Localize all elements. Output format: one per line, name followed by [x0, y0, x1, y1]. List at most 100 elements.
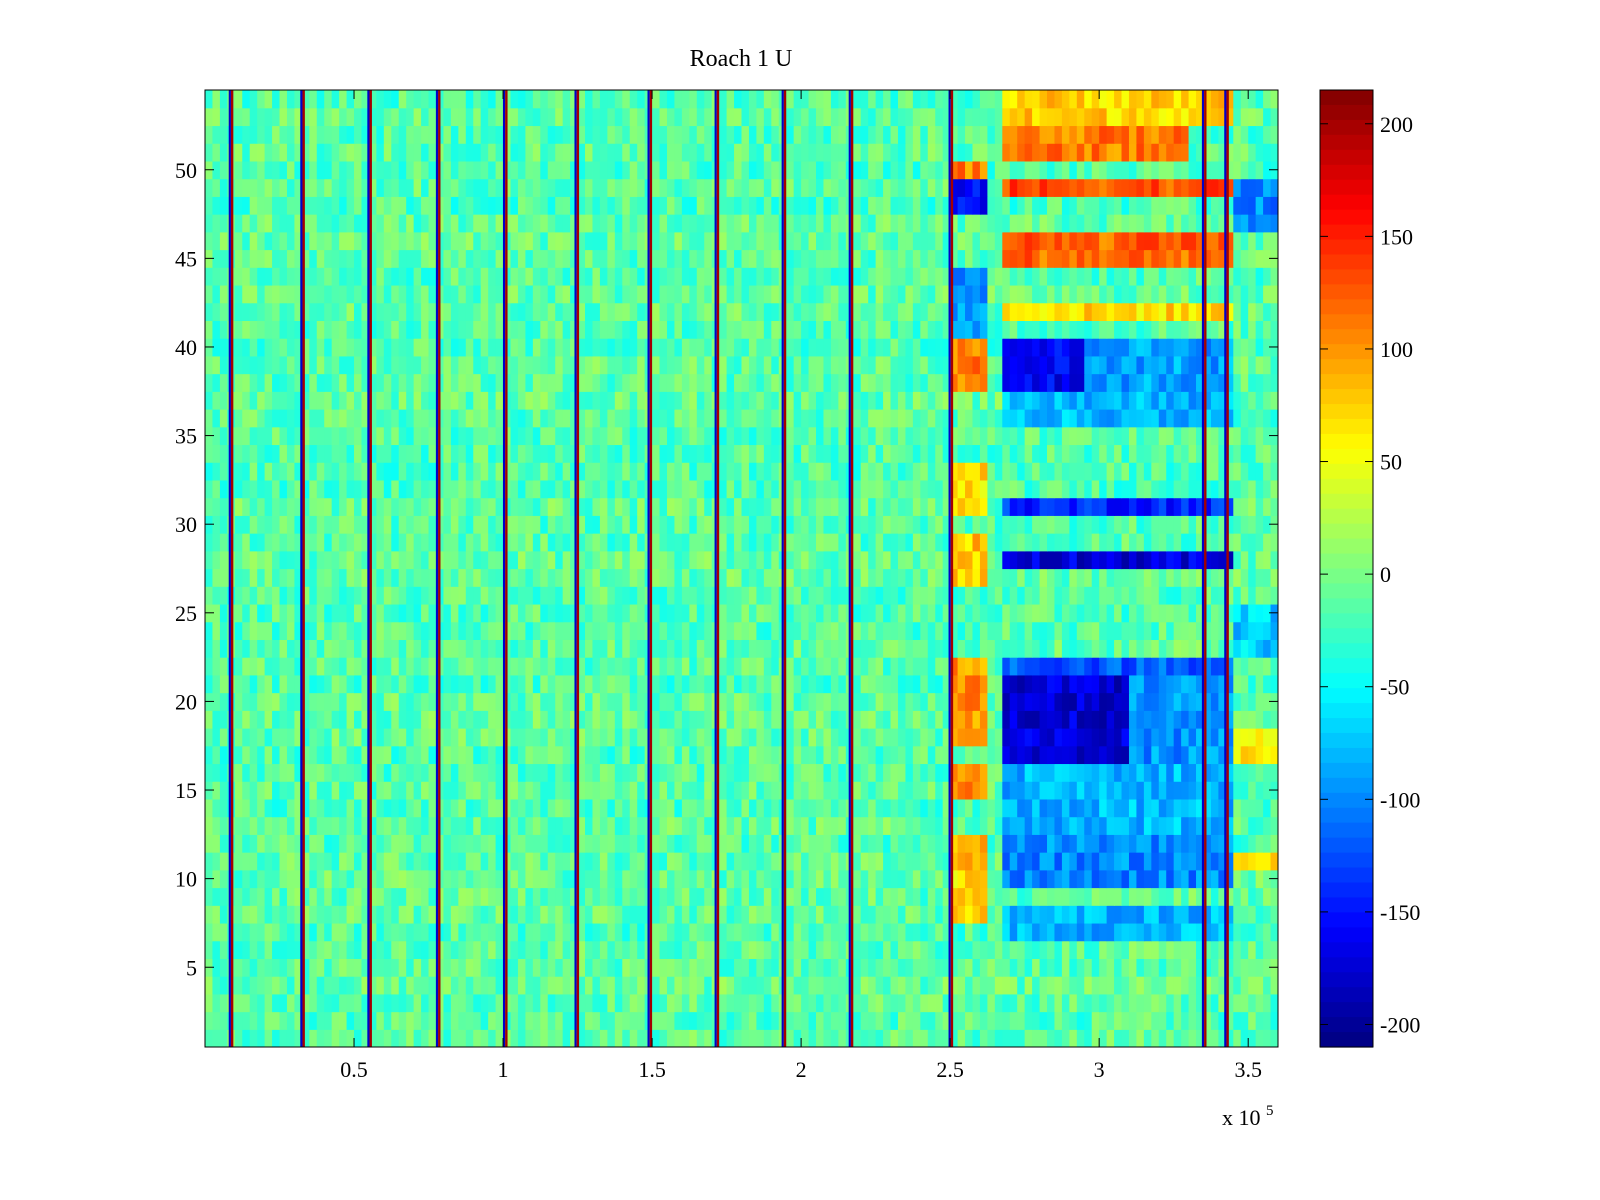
heatmap-cell	[741, 462, 750, 481]
heatmap-cell	[361, 976, 370, 995]
heatmap-cell	[890, 1029, 899, 1047]
heatmap-cell	[1054, 497, 1063, 516]
heatmap-cell	[674, 834, 683, 853]
heatmap-cell	[748, 922, 757, 942]
heatmap-cell	[257, 834, 266, 853]
heatmap-cell	[935, 621, 944, 640]
heatmap-cell	[219, 940, 228, 959]
heatmap-cell	[1047, 621, 1056, 640]
heatmap-cell	[748, 781, 757, 800]
heatmap-cell	[555, 728, 564, 747]
heatmap-cell	[413, 816, 422, 835]
heatmap-cell	[748, 798, 757, 818]
heatmap-cell	[748, 1011, 757, 1030]
heatmap-cell	[614, 887, 623, 906]
heatmap-cell	[1069, 444, 1078, 463]
heatmap-cell	[480, 550, 489, 570]
heatmap-cell	[652, 621, 661, 640]
heatmap-cell	[1225, 940, 1234, 959]
heatmap-cell	[734, 993, 743, 1013]
heatmap-cell	[994, 586, 1003, 605]
heatmap-cell	[234, 852, 243, 871]
heatmap-cell	[771, 479, 780, 499]
heatmap-cell	[607, 444, 616, 463]
heatmap-cell	[696, 798, 705, 818]
heatmap-cell	[354, 887, 363, 906]
heatmap-cell	[599, 550, 608, 570]
heatmap-cell	[972, 692, 981, 711]
heatmap-cell	[763, 798, 772, 818]
heatmap-cell	[868, 1011, 877, 1030]
heatmap-cell	[905, 533, 914, 552]
heatmap-cell	[517, 710, 527, 729]
heatmap-cell	[868, 497, 877, 516]
heatmap-cell	[301, 692, 310, 711]
heatmap-cell	[212, 462, 221, 481]
heatmap-cell	[763, 816, 772, 835]
heatmap-cell	[1017, 940, 1026, 959]
heatmap-cell	[629, 1029, 638, 1047]
heatmap-cell	[666, 497, 676, 516]
heatmap-cell	[1240, 444, 1249, 463]
heatmap-cell	[912, 976, 921, 995]
heatmap-cell	[383, 869, 392, 889]
heatmap-cell	[272, 497, 281, 516]
heatmap-cell	[1121, 692, 1130, 711]
heatmap-cell	[734, 1011, 743, 1030]
heatmap-cell	[786, 763, 795, 782]
heatmap-cell	[249, 728, 258, 747]
heatmap-cell	[1061, 993, 1070, 1013]
heatmap-cell	[696, 710, 705, 729]
heatmap-cell	[637, 479, 646, 499]
heatmap-cell	[689, 586, 698, 605]
heatmap-cell	[257, 603, 266, 623]
heatmap-cell	[368, 781, 377, 800]
heatmap-cell	[1181, 444, 1190, 463]
heatmap-cell	[249, 745, 258, 765]
heatmap-cell	[1099, 550, 1108, 570]
heatmap-cell	[756, 692, 765, 711]
heatmap-cell	[830, 533, 839, 552]
heatmap-cell	[324, 497, 333, 516]
heatmap-cell	[1076, 657, 1085, 676]
heatmap-cell	[428, 479, 437, 499]
heatmap-cell	[406, 869, 415, 889]
heatmap-cell	[607, 887, 616, 906]
heatmap-cell	[696, 834, 705, 853]
heatmap-cell	[808, 639, 817, 658]
heatmap-cell	[1009, 479, 1018, 499]
heatmap-cell	[585, 692, 594, 711]
heatmap-cell	[428, 887, 437, 906]
heatmap-cell	[801, 621, 810, 640]
heatmap-cell	[816, 763, 825, 782]
heatmap-cell	[1255, 621, 1264, 640]
heatmap-cell	[361, 550, 370, 570]
heatmap-cell	[1143, 993, 1152, 1013]
heatmap-cell	[324, 1011, 333, 1030]
heatmap-cell	[383, 852, 392, 871]
heatmap-cell	[868, 462, 877, 481]
heatmap-cell	[406, 426, 415, 446]
heatmap-cell	[286, 462, 296, 481]
heatmap-cell	[957, 922, 966, 942]
heatmap-cell	[1047, 852, 1056, 871]
heatmap-cell	[540, 710, 549, 729]
heatmap-cell	[279, 1029, 288, 1047]
heatmap-cell	[1002, 745, 1011, 765]
heatmap-cell	[1024, 586, 1033, 605]
heatmap-cell	[853, 674, 862, 694]
heatmap-cell	[1106, 798, 1115, 818]
heatmap-cell	[950, 852, 959, 871]
heatmap-cell	[376, 479, 385, 499]
heatmap-cell	[421, 763, 430, 782]
heatmap-cell	[808, 976, 817, 995]
heatmap-cell	[361, 692, 370, 711]
heatmap-cell	[823, 905, 832, 924]
heatmap-cell	[1069, 533, 1078, 552]
heatmap-cell	[1047, 515, 1056, 534]
heatmap-cell	[801, 533, 810, 552]
heatmap-cell	[883, 993, 892, 1013]
heatmap-cell	[1173, 444, 1182, 463]
heatmap-cell	[1017, 976, 1026, 995]
heatmap-cell	[570, 568, 579, 587]
